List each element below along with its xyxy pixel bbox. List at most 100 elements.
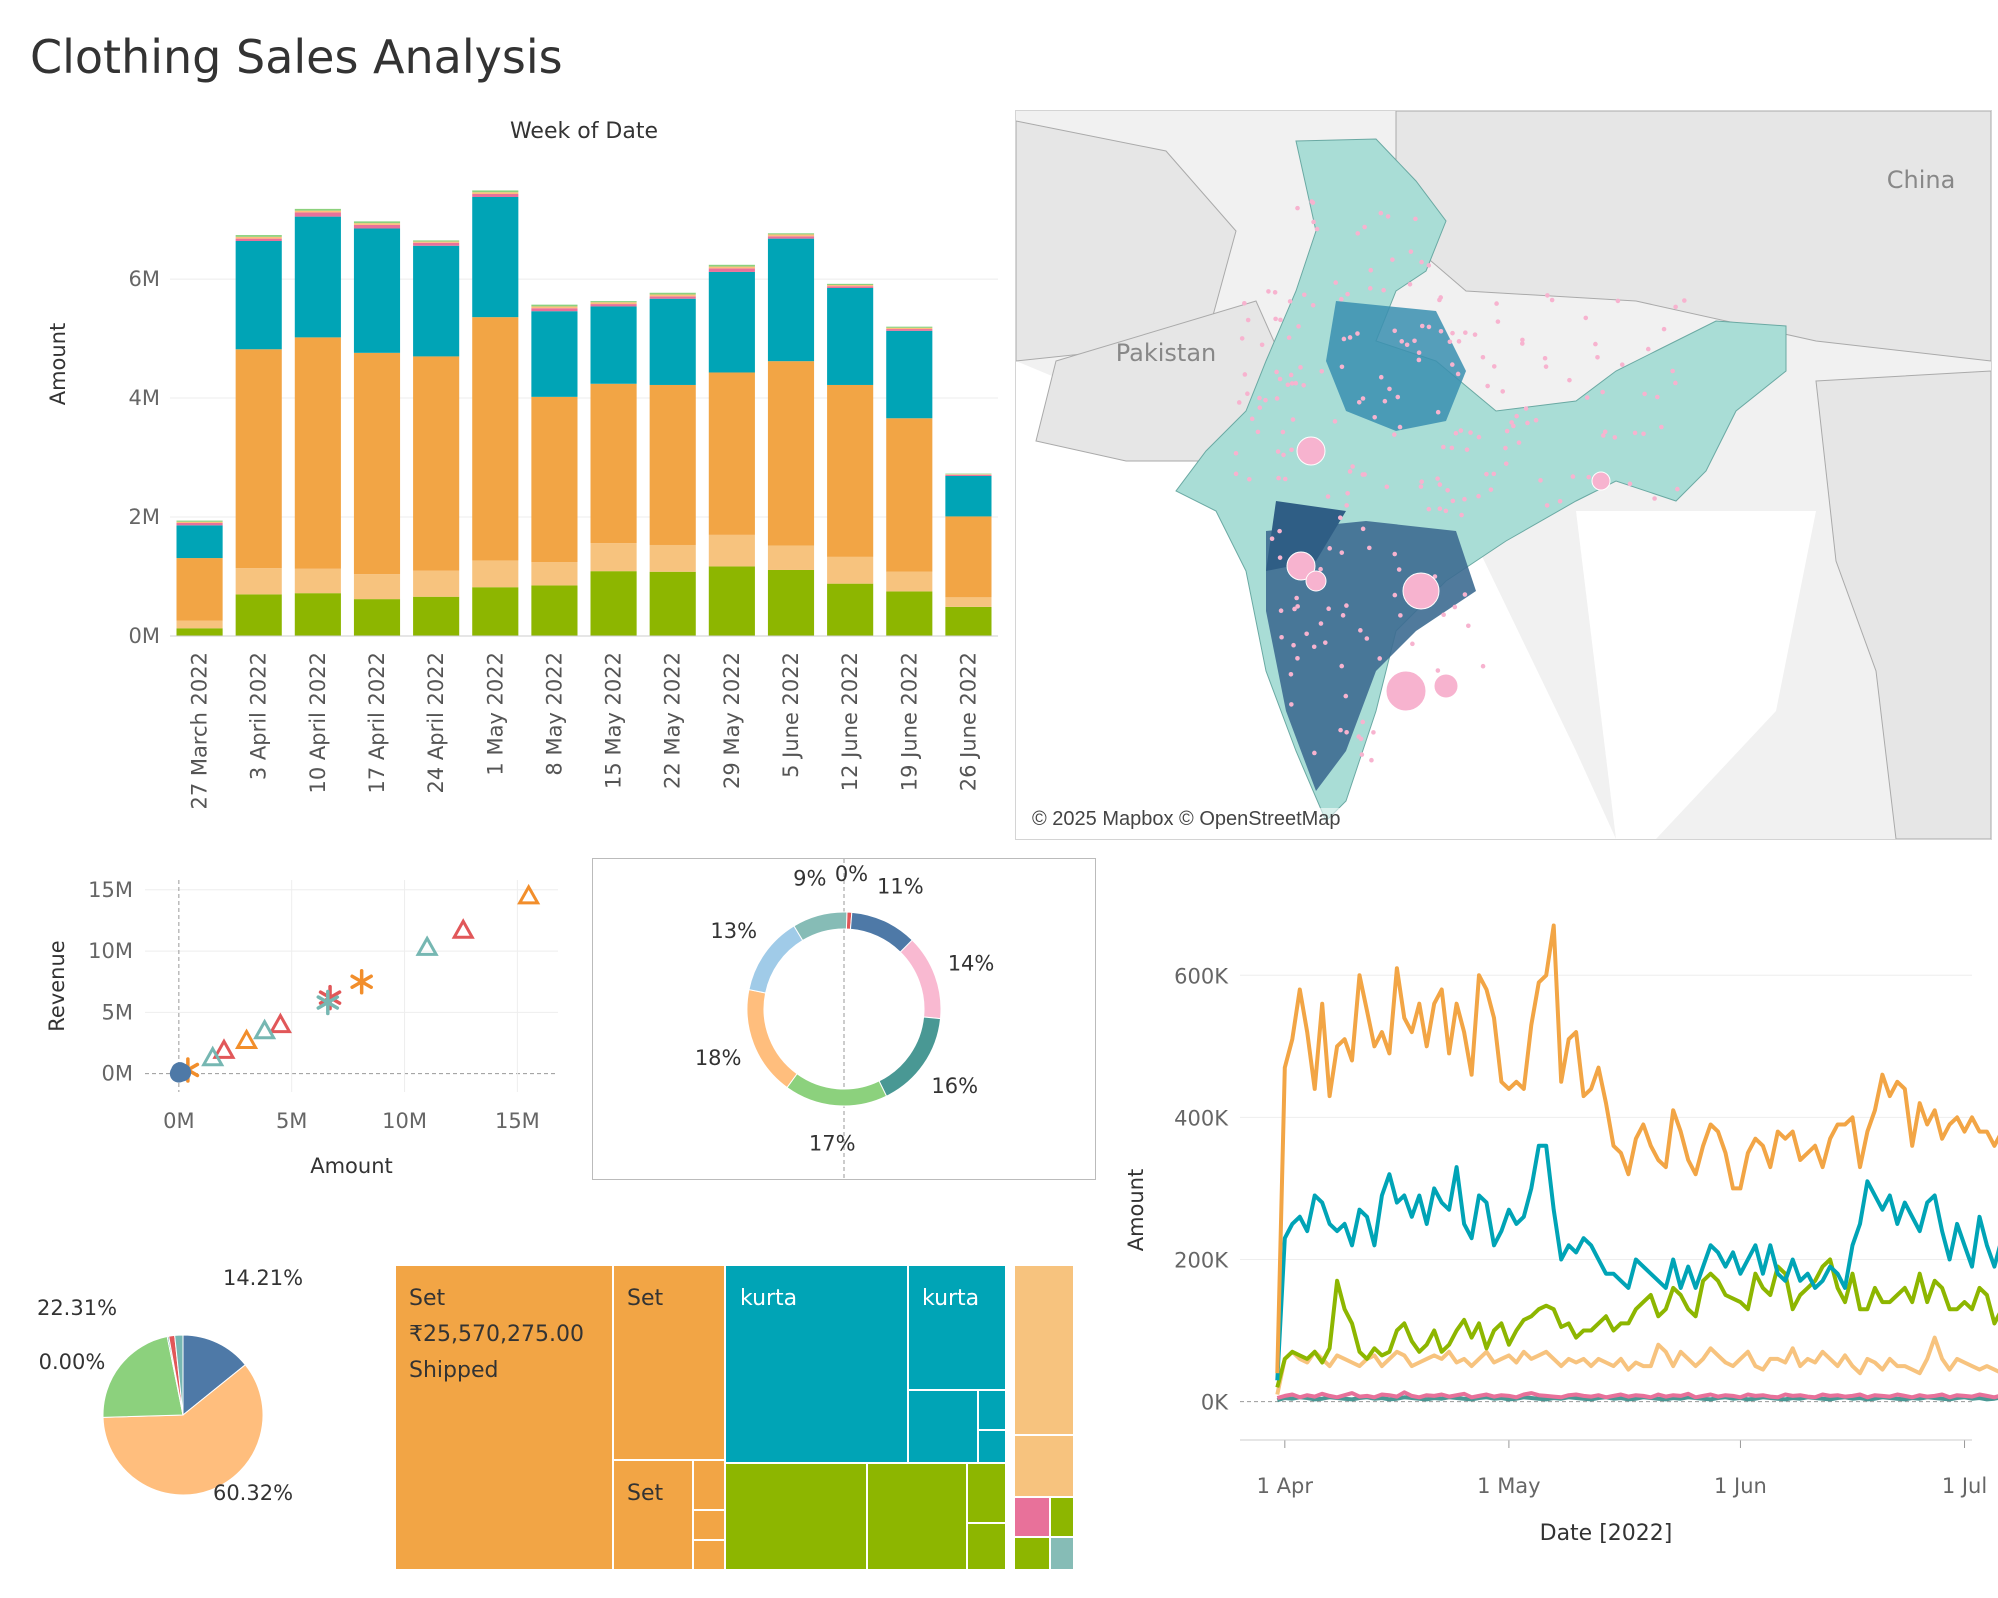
map-order-dot: [1295, 604, 1300, 609]
daily-line-chart[interactable]: 0K 200K 400K 600K 1 Apr 1 May 1 Jun 1 Jul Date […: [1110, 870, 1998, 1580]
india-sales-map[interactable]: China Pakistan © 2025 Mapbox © OpenStreet…: [1015, 110, 1992, 840]
map-order-dot: [1511, 423, 1516, 429]
map-order-dot: [1514, 413, 1519, 419]
scatter-point: [170, 1062, 189, 1081]
map-order-dot: [1257, 405, 1263, 410]
map-order-dot: [1311, 644, 1317, 650]
scatter-point: [201, 1045, 225, 1067]
map-order-dot: [1641, 431, 1646, 437]
bar-segment: [413, 241, 460, 243]
map-order-dot: [1277, 376, 1283, 382]
map-order-dot: [1333, 280, 1339, 285]
map-order-dot: [1463, 330, 1468, 335]
map-order-dot: [1345, 291, 1350, 297]
bar-segment: [235, 594, 282, 636]
treemap-cell: [977, 1429, 1007, 1464]
bar-segment: [472, 196, 519, 318]
map-attribution[interactable]: © 2025 Mapbox © OpenStreetMap: [1028, 808, 1345, 831]
donut-slice: [746, 988, 798, 1089]
weekly-bar-chart[interactable]: Week of Date Amount 0M 2M 4M 6M 27 March 2022 3…: [30, 110, 1010, 840]
line-x-axis-label: Date [2022]: [1540, 1521, 1673, 1546]
bar-segment: [176, 521, 223, 523]
treemap-cell: [724, 1264, 909, 1464]
treemap-cell: [907, 1389, 979, 1464]
donut-slice-label: 13%: [710, 919, 757, 943]
bar-segment: [649, 292, 696, 295]
bar-segment: [531, 396, 578, 563]
map-order-dot: [1367, 286, 1373, 291]
bar-x-tick-label: 22 May 2022: [661, 652, 685, 789]
donut-slice-label: 16%: [931, 1074, 978, 1098]
bar-segment: [649, 544, 696, 572]
map-order-dot: [1298, 365, 1303, 370]
map-order-dot: [1301, 292, 1307, 298]
map-order-dot: [1288, 372, 1294, 378]
bar-segment: [590, 543, 637, 572]
bar-y-tick-label: 0M: [129, 624, 160, 648]
map-order-dot: [1504, 428, 1510, 434]
map-order-dot: [1312, 750, 1317, 756]
bar-segment: [472, 317, 519, 561]
scatter-x-tick-label: 0M: [163, 1109, 194, 1133]
map-order-dot: [1274, 396, 1280, 401]
map-order-dot: [1520, 337, 1525, 343]
map-order-dot: [1673, 304, 1678, 310]
scatter-y-axis-label: Revenue: [45, 940, 69, 1031]
map-country-label: Pakistan: [1116, 339, 1217, 367]
map-order-dot: [1291, 642, 1296, 648]
pie-slice: [182, 1334, 247, 1417]
scatter-point: [316, 989, 340, 1016]
map-order-dot: [1437, 297, 1442, 303]
donut-slice-label: 9%: [793, 866, 826, 890]
scatter-point: [415, 935, 439, 956]
map-order-dot: [1282, 476, 1288, 482]
map-order-dot: [1371, 730, 1376, 735]
bar-x-tick-label: 17 April 2022: [365, 652, 389, 794]
map-order-dot: [1343, 693, 1349, 699]
map-order-dot: [1503, 445, 1508, 451]
bar-segment: [886, 329, 933, 331]
map-order-dot: [1326, 606, 1331, 612]
map-order-dot: [1458, 428, 1464, 433]
donut-chart[interactable]: 0% 11% 14% 16% 17% 18% 13% 9%: [592, 858, 1096, 1180]
scatter-point: [517, 883, 541, 905]
map-order-dot: [1449, 362, 1455, 367]
treemap-cell: [612, 1264, 726, 1461]
bar-segment: [413, 242, 460, 246]
scatter-y-tick-label: 10M: [88, 939, 133, 963]
bar-segment: [472, 192, 519, 195]
map-order-dot: [1480, 354, 1486, 360]
bar-segment: [708, 264, 755, 267]
bar-segment: [590, 301, 637, 303]
bar-segment: [472, 587, 519, 636]
map-order-dot: [1476, 434, 1482, 440]
map-order-dot: [1407, 281, 1413, 287]
map-order-dot: [1355, 231, 1361, 236]
map-order-dot: [1318, 621, 1324, 626]
map-order-dot: [1399, 339, 1405, 344]
map-order-dot: [1318, 566, 1323, 572]
treemap-cell-label: Set: [627, 1286, 664, 1311]
map-order-dot: [1544, 503, 1550, 508]
donut-slice: [849, 911, 913, 953]
scatter-x-tick-label: 15M: [495, 1109, 540, 1133]
map-order-dot: [1322, 640, 1328, 645]
map-order-dot: [1445, 487, 1450, 493]
map-order-dot: [1257, 395, 1262, 401]
map-order-dot: [1642, 391, 1647, 397]
pie-chart[interactable]: 14.21% 60.32% 22.31% 0.00%: [20, 1255, 330, 1505]
map-order-dot: [1584, 395, 1590, 400]
treemap-cell: [1013, 1434, 1075, 1498]
treemap-chart[interactable]: Set ₹25,570,275.00 Shipped Set Set kurta kurta: [394, 1264, 1085, 1571]
bar-segment: [531, 311, 578, 397]
treemap-cell: [966, 1462, 1007, 1524]
bar-x-tick-label: 5 June 2022: [779, 652, 803, 778]
bar-segment: [235, 235, 282, 237]
map-order-dot: [1377, 656, 1383, 661]
map-order-dot: [1356, 399, 1362, 405]
map-order-dot: [1418, 484, 1424, 489]
bar-segment: [235, 241, 282, 350]
amount-revenue-scatter[interactable]: 0M 5M 10M 15M 0M 5M 10M 15M Amount Revenue: [30, 860, 590, 1200]
map-order-dot: [1472, 332, 1478, 337]
bar-x-tick-label: 1 May 2022: [483, 652, 507, 776]
